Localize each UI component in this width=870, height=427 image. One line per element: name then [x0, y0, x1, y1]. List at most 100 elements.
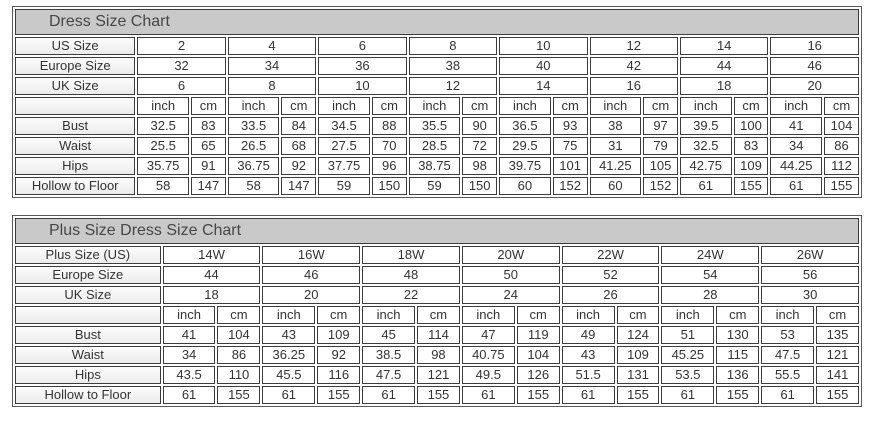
row-label: Europe Size [15, 266, 161, 284]
measurement-value-inch: 36.75 [227, 157, 280, 175]
measurement-value-inch: 44.25 [770, 157, 823, 175]
size-value: 6 [318, 37, 407, 55]
measurement-value-cm: 104 [824, 117, 859, 135]
measurement-value-inch: 25.5 [137, 137, 189, 155]
measurement-value-cm: 104 [516, 346, 560, 364]
size-value: 38 [408, 57, 498, 75]
unit-label-cm: cm [616, 306, 660, 324]
measurement-value-inch: 39.75 [499, 157, 551, 175]
unit-label-cm: cm [824, 97, 859, 115]
measurement-row: Hollow to Floor 61 155 61 155 61 155 61 155 61 155… [15, 386, 859, 404]
row-label: Hips [15, 157, 136, 175]
measurement-value-inch: 61 [661, 386, 715, 404]
measurement-row: Hollow to Floor 58 147 58 147 59 150 59 150 60 152… [15, 177, 859, 195]
measurement-value-inch: 32.5 [679, 137, 732, 155]
measurement-value-cm: 101 [552, 157, 588, 175]
row-label: Europe Size [15, 57, 136, 75]
measurement-value-inch: 38.5 [362, 346, 415, 364]
size-value: 16W [262, 246, 361, 264]
unit-header-row: inch cm inch cm inch cm inch cm inch cm inch cm inch… [15, 97, 859, 115]
measurement-value-cm: 147 [190, 177, 226, 195]
measurement-value-cm: 121 [417, 366, 460, 384]
chart-title-row: Plus Size Dress Size Chart [15, 218, 859, 244]
measurement-value-cm: 86 [824, 137, 859, 155]
size-value: 52 [561, 266, 660, 284]
size-value: 30 [761, 286, 859, 304]
measurement-value-inch: 61 [162, 386, 216, 404]
measurement-value-inch: 39.5 [679, 117, 732, 135]
size-value: 14 [499, 77, 588, 95]
measurement-value-cm: 115 [716, 346, 760, 364]
measurement-value-cm: 68 [281, 137, 317, 155]
measurement-value-cm: 92 [317, 346, 361, 364]
size-value: 16 [770, 37, 859, 55]
size-row: Europe Size 32 34 36 38 40 42 44 46 [15, 57, 859, 75]
measurement-value-inch: 47.5 [761, 346, 815, 364]
measurement-value-inch: 61 [561, 386, 615, 404]
unit-label-cm: cm [462, 97, 498, 115]
measurement-value-cm: 86 [217, 346, 261, 364]
measurement-value-cm: 150 [462, 177, 498, 195]
measurement-value-inch: 38 [589, 117, 642, 135]
row-label: Bust [15, 326, 161, 344]
unit-label-cm: cm [516, 306, 560, 324]
unit-row-spacer [15, 306, 161, 324]
measurement-value-inch: 43 [262, 326, 316, 344]
measurement-value-cm: 155 [716, 386, 760, 404]
size-value: 44 [679, 57, 769, 75]
measurement-value-cm: 65 [190, 137, 226, 155]
chart-title: Dress Size Chart [15, 9, 859, 35]
measurement-value-inch: 51 [661, 326, 715, 344]
measurement-value-inch: 60 [499, 177, 551, 195]
unit-label-cm: cm [281, 97, 317, 115]
measurement-value-cm: 155 [417, 386, 460, 404]
measurement-value-inch: 58 [137, 177, 189, 195]
measurement-value-inch: 61 [679, 177, 732, 195]
size-value: 26W [761, 246, 859, 264]
unit-label-inch: inch [408, 97, 461, 115]
measurement-value-inch: 41 [162, 326, 216, 344]
measurement-value-cm: 152 [552, 177, 588, 195]
size-value: 22W [561, 246, 660, 264]
measurement-value-inch: 61 [461, 386, 515, 404]
measurement-value-cm: 155 [733, 177, 769, 195]
measurement-value-cm: 155 [824, 177, 859, 195]
measurement-value-cm: 147 [281, 177, 317, 195]
unit-label-cm: cm [371, 97, 407, 115]
measurement-value-cm: 121 [816, 346, 859, 364]
unit-label-cm: cm [733, 97, 769, 115]
size-value: 32 [137, 57, 226, 75]
measurement-value-cm: 152 [643, 177, 678, 195]
measurement-value-inch: 61 [761, 386, 815, 404]
measurement-value-cm: 109 [616, 346, 660, 364]
unit-label-cm: cm [643, 97, 678, 115]
unit-label-cm: cm [816, 306, 859, 324]
measurement-value-cm: 109 [317, 326, 361, 344]
measurement-value-inch: 58 [227, 177, 280, 195]
size-row: Plus Size (US) 14W 16W 18W 20W 22W 24W 26W [15, 246, 859, 264]
measurement-value-cm: 70 [371, 137, 407, 155]
measurement-value-cm: 72 [462, 137, 498, 155]
unit-label-inch: inch [770, 97, 823, 115]
measurement-value-cm: 155 [217, 386, 261, 404]
plus-size-dress-size-chart-table: Plus Size Dress Size Chart Plus Size (US)… [12, 215, 862, 407]
size-value: 10 [318, 77, 407, 95]
measurement-value-cm: 126 [516, 366, 560, 384]
measurement-value-inch: 31 [589, 137, 642, 155]
measurement-value-inch: 43 [561, 346, 615, 364]
unit-label-inch: inch [262, 306, 316, 324]
measurement-value-inch: 34 [770, 137, 823, 155]
measurement-value-cm: 100 [733, 117, 769, 135]
size-value: 20 [262, 286, 361, 304]
measurement-value-cm: 155 [317, 386, 361, 404]
dress-size-chart-table: Dress Size Chart US Size 2 4 6 8 10 12 14 16 Europ… [12, 6, 862, 198]
measurement-value-inch: 36.25 [262, 346, 316, 364]
measurement-value-inch: 43.5 [162, 366, 216, 384]
measurement-value-cm: 155 [616, 386, 660, 404]
unit-label-inch: inch [499, 97, 551, 115]
size-row: UK Size 18 20 22 24 26 28 30 [15, 286, 859, 304]
measurement-value-inch: 33.5 [227, 117, 280, 135]
measurement-value-cm: 96 [371, 157, 407, 175]
size-value: 46 [770, 57, 859, 75]
measurement-value-inch: 61 [770, 177, 823, 195]
